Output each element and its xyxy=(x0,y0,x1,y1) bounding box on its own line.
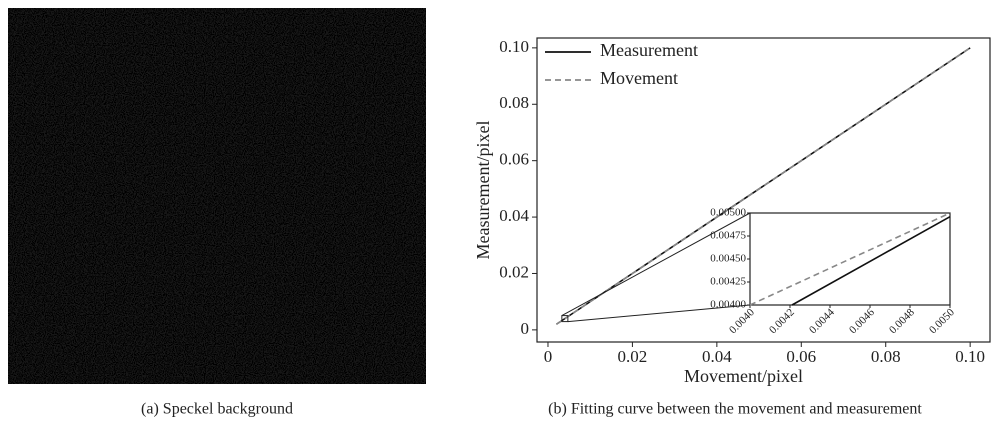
y-tick-label: 0.04 xyxy=(499,206,529,225)
series-line xyxy=(555,47,971,325)
x-tick-label: 0.02 xyxy=(618,347,648,366)
zoom-connector xyxy=(561,212,751,317)
y-tick-label: 0.10 xyxy=(499,37,529,56)
x-tick-label: 0.08 xyxy=(871,347,901,366)
y-tick-label: 0.00450 xyxy=(710,253,746,265)
caption: (b) Fitting curve between the movement a… xyxy=(548,401,922,418)
x-tick-label: 0.04 xyxy=(702,347,732,366)
series-line xyxy=(749,212,951,306)
y-tick-label: 0 xyxy=(521,319,530,338)
y-tick-label: 0.06 xyxy=(499,150,529,169)
x-tick-label: 0 xyxy=(544,347,553,366)
zoom-connector xyxy=(567,304,751,323)
y-axis-label: Measurement/pixel xyxy=(473,121,493,260)
y-tick-label: 0.02 xyxy=(499,262,529,281)
y-tick-label: 0.00500 xyxy=(710,207,746,219)
series-line xyxy=(791,215,951,306)
x-tick-label: 0.06 xyxy=(786,347,816,366)
y-tick-label: 0.00475 xyxy=(710,230,746,242)
legend-label: Measurement xyxy=(600,40,698,60)
y-tick-label: 0.00400 xyxy=(710,299,746,311)
zoom-box xyxy=(561,315,569,323)
x-axis-label: Movement/pixel xyxy=(684,366,803,386)
x-tick-label: 0.10 xyxy=(955,347,985,366)
y-tick-label: 0.00425 xyxy=(710,276,746,288)
y-tick-label: 0.08 xyxy=(499,93,529,112)
caption: (a) Speckel background xyxy=(141,401,293,418)
speckle-image xyxy=(8,8,426,384)
legend-label: Movement xyxy=(600,68,678,88)
